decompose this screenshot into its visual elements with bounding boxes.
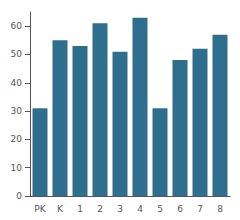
svg-text:60: 60 [11, 21, 23, 31]
svg-text:2: 2 [97, 204, 103, 214]
svg-text:PK: PK [34, 204, 46, 214]
svg-text:1: 1 [77, 204, 83, 214]
svg-text:6: 6 [177, 204, 183, 214]
svg-text:50: 50 [11, 49, 23, 59]
svg-text:40: 40 [11, 78, 23, 88]
svg-text:30: 30 [11, 106, 23, 116]
svg-text:3: 3 [117, 204, 123, 214]
svg-text:5: 5 [157, 204, 163, 214]
svg-text:8: 8 [217, 204, 223, 214]
svg-text:20: 20 [11, 134, 23, 144]
svg-text:K: K [57, 204, 64, 214]
svg-text:0: 0 [16, 191, 22, 201]
svg-text:7: 7 [197, 204, 203, 214]
svg-text:4: 4 [137, 204, 143, 214]
svg-text:10: 10 [11, 163, 23, 173]
